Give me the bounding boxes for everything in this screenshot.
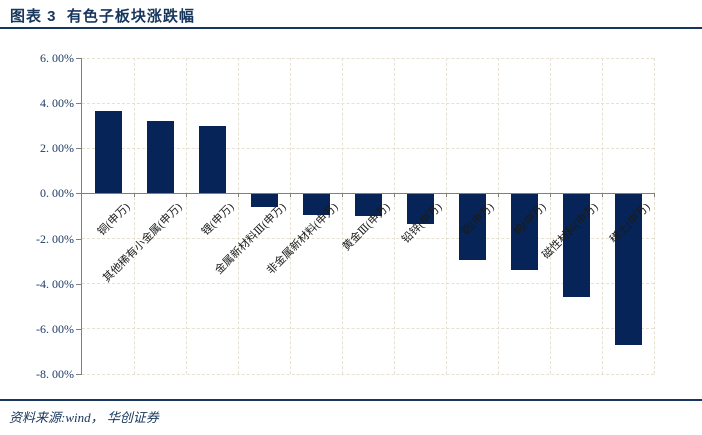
x-grid-line (550, 58, 551, 374)
bar (250, 194, 278, 207)
y-grid-line (82, 283, 654, 285)
y-grid-line (82, 238, 654, 240)
bar (406, 194, 434, 224)
x-grid-line (602, 58, 603, 374)
y-tick-label: 6. 00% (40, 51, 74, 65)
x-grid-line (394, 58, 395, 374)
bar (94, 111, 122, 194)
data-source-note: 资料来源:wind， 华创证券 (9, 410, 159, 425)
figure-title: 图表 3 有色子板块涨跌幅 (10, 8, 195, 25)
footer-divider (0, 399, 702, 401)
bar (302, 194, 330, 215)
x-grid-line (342, 58, 343, 374)
x-grid-line (654, 58, 655, 374)
y-axis-tick (76, 328, 81, 330)
title-divider (0, 27, 702, 29)
x-grid-line (446, 58, 447, 374)
x-axis-tick (446, 193, 447, 198)
x-grid-line (238, 58, 239, 374)
bar (146, 121, 174, 194)
y-tick-label: -4. 00% (36, 276, 74, 291)
y-axis-tick (76, 103, 81, 105)
x-axis-tick (654, 193, 655, 198)
y-axis-tick (76, 193, 81, 195)
x-axis-tick (186, 193, 187, 198)
x-axis-tick (394, 193, 395, 198)
bar (354, 194, 382, 216)
zero-axis-line (82, 193, 654, 195)
y-tick-label: -8. 00% (36, 367, 74, 381)
y-axis-tick (76, 283, 81, 285)
y-tick-label: -6. 00% (36, 321, 74, 336)
bar (510, 194, 538, 271)
y-tick-label: -2. 00% (36, 231, 74, 246)
y-axis-tick (76, 238, 81, 240)
x-axis-tick (550, 193, 551, 198)
y-axis-tick (76, 148, 81, 150)
y-grid-line (82, 147, 654, 149)
x-axis-tick (290, 193, 291, 198)
y-grid-line (82, 57, 654, 59)
x-axis-tick (134, 193, 135, 198)
y-grid-line (82, 373, 654, 375)
x-grid-line (290, 58, 291, 374)
y-axis-tick (76, 58, 81, 59)
y-axis-line (81, 58, 82, 375)
bar (562, 194, 590, 298)
x-axis-tick (602, 193, 603, 198)
x-axis-tick (238, 193, 239, 198)
x-grid-line (134, 58, 135, 374)
x-axis-tick (498, 193, 499, 198)
y-tick-label: 4. 00% (40, 96, 74, 111)
y-grid-line (82, 328, 654, 330)
x-axis-tick (342, 193, 343, 198)
bar (614, 194, 642, 345)
x-grid-line (186, 58, 187, 374)
bar (458, 194, 486, 260)
x-grid-line (498, 58, 499, 374)
y-grid-line (82, 102, 654, 104)
y-axis-tick (76, 374, 81, 375)
y-tick-label: 2. 00% (40, 141, 74, 156)
y-tick-label: 0. 00% (40, 186, 74, 201)
bar (198, 125, 226, 194)
